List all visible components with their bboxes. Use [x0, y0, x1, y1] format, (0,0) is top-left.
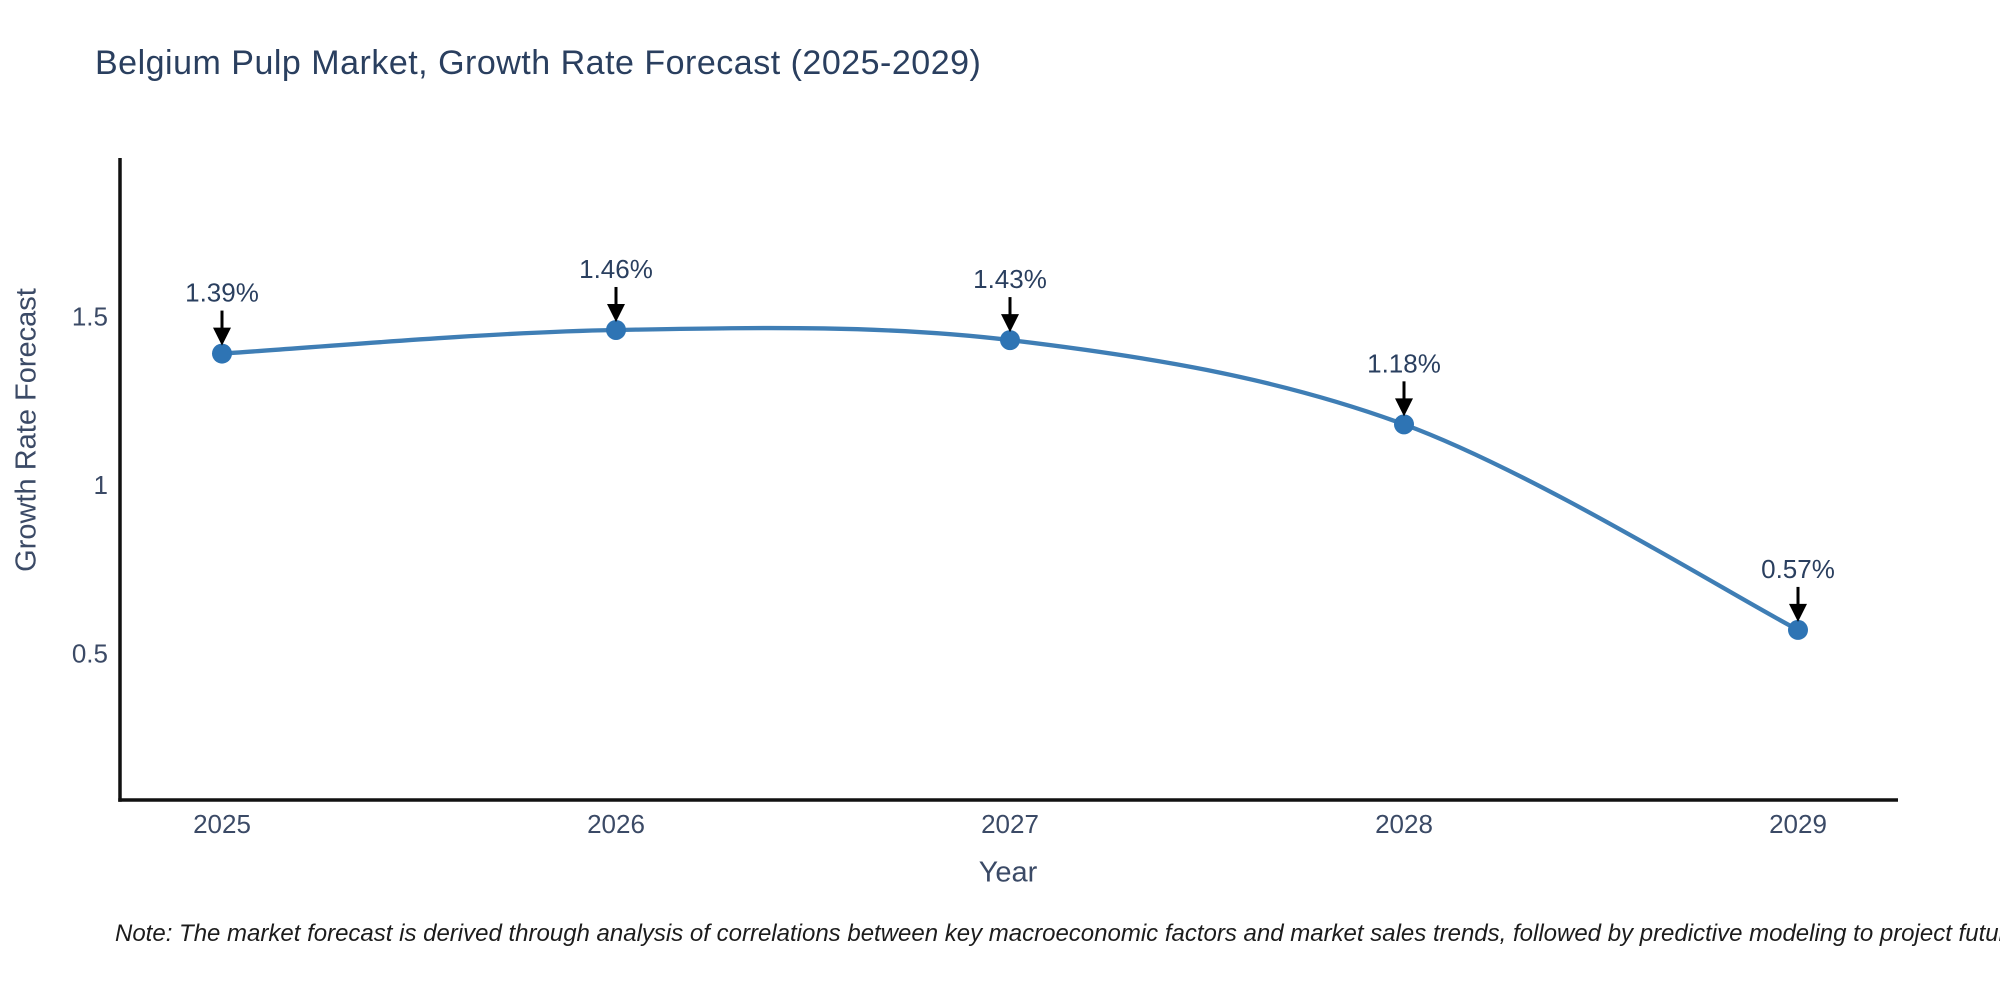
data-point-label: 0.57% [1761, 554, 1835, 584]
data-point-marker[interactable] [1000, 330, 1020, 351]
data-point-marker[interactable] [1394, 414, 1414, 435]
data-point-label: 1.43% [973, 264, 1047, 294]
data-point-label: 1.39% [185, 278, 259, 308]
x-tick-label: 2026 [587, 809, 645, 839]
annotation-arrow-head [607, 303, 625, 322]
forecast-line [219, 325, 1801, 633]
x-tick-label: 2029 [1769, 809, 1827, 839]
data-point-marker[interactable] [212, 343, 232, 364]
annotation-arrow-head [213, 327, 231, 346]
x-tick-label: 2027 [981, 809, 1039, 839]
annotation-arrow-head [1395, 398, 1413, 417]
annotation-arrow-head [1789, 603, 1807, 622]
x-axis-title: Year [978, 856, 1038, 889]
y-tick-label: 0.5 [72, 639, 108, 669]
footnote: Note: The market forecast is derived thr… [115, 920, 2000, 947]
annotation-arrow-head [1001, 314, 1019, 333]
data-point-marker[interactable] [606, 319, 626, 340]
x-tick-label: 2028 [1375, 809, 1433, 839]
y-tick-label: 1 [94, 470, 108, 500]
data-point-label: 1.18% [1367, 348, 1441, 378]
data-point-marker[interactable] [1788, 619, 1808, 640]
x-tick-label: 2025 [193, 809, 251, 839]
data-point-label: 1.46% [579, 254, 653, 284]
chart-title: Belgium Pulp Market, Growth Rate Forecas… [95, 44, 982, 82]
y-axis-title: Growth Rate Forecast [10, 288, 43, 572]
y-tick-label: 1.5 [72, 302, 108, 332]
